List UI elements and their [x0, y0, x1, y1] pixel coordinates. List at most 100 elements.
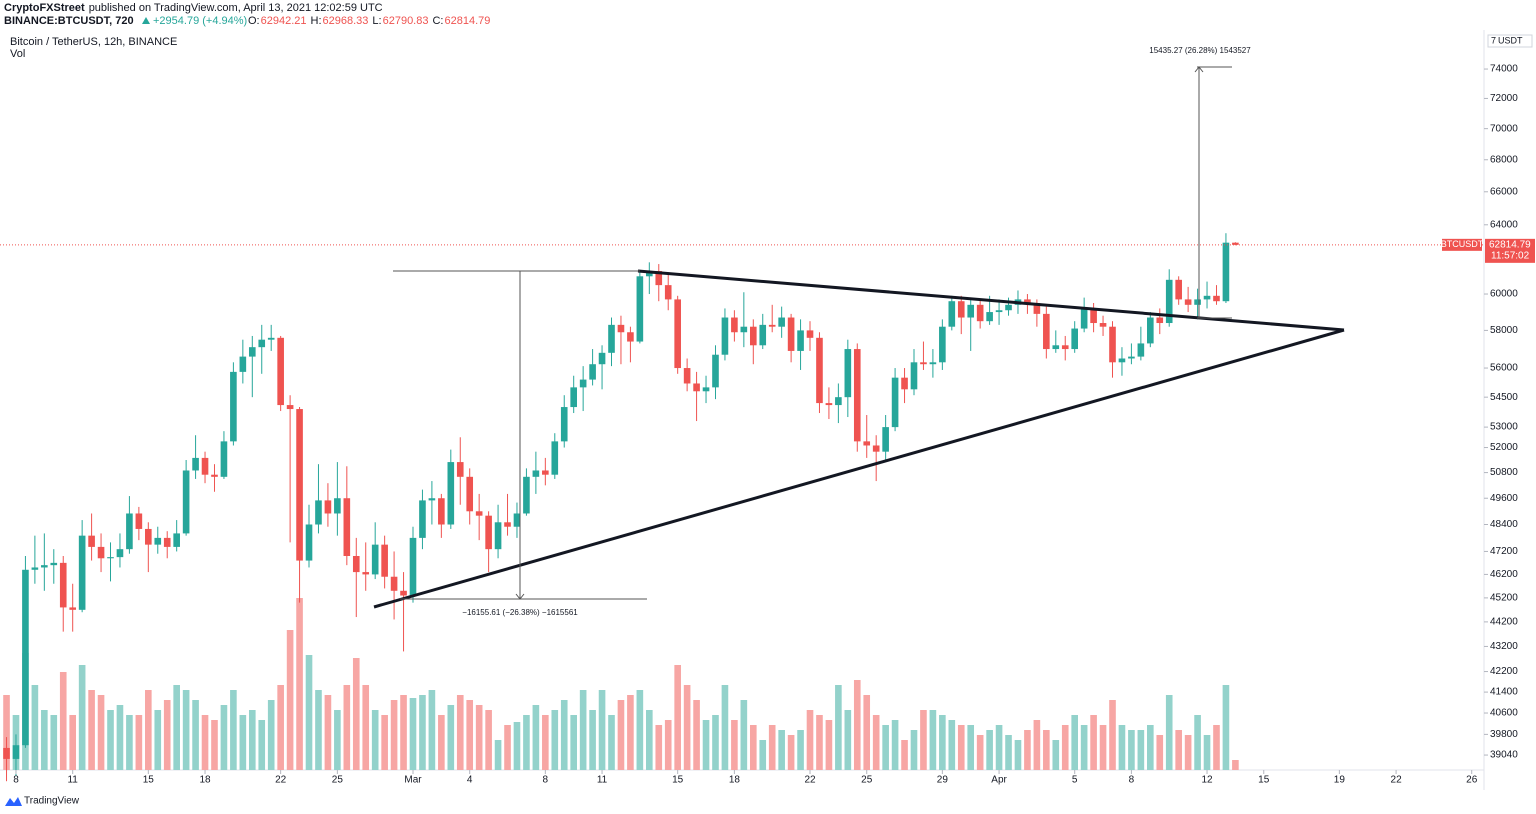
candle-body [1061, 345, 1069, 350]
candle-body [712, 354, 719, 388]
candle-body [721, 317, 729, 355]
volume-label: Vol [10, 48, 25, 60]
candle-body [872, 445, 880, 452]
volume-bar [88, 690, 95, 770]
candle-body [551, 441, 559, 475]
x-tick-label: 22 [804, 775, 816, 786]
ohlc: O: 62942.21 H: 62968.33 L: 62790.83 C: 62814.79 [248, 15, 490, 27]
volume-bar [513, 722, 521, 770]
volume-bar [702, 720, 710, 770]
volume-bar [305, 655, 313, 770]
candle-body [12, 745, 20, 759]
volume-bar [1203, 735, 1211, 770]
publisher: CryptoFXStreet [4, 2, 85, 14]
x-tick-label: 11 [597, 775, 608, 786]
candle-body [683, 368, 691, 384]
volume-bar [863, 695, 871, 770]
volume-bar [31, 685, 39, 770]
volume-bar [693, 700, 700, 770]
volume-bar [163, 700, 171, 770]
x-tick-label: 4 [467, 775, 473, 786]
volume-bar [598, 690, 606, 770]
volume-bar [173, 685, 180, 770]
candle-body [1052, 345, 1060, 350]
x-tick-label: 8 [1129, 775, 1135, 786]
candle-body [201, 457, 209, 475]
candle-body [797, 330, 804, 351]
candle-body [891, 377, 899, 428]
volume-bar [778, 730, 785, 770]
volume-bar [126, 715, 133, 770]
ohlc-label: O: [248, 15, 260, 27]
price-label: 62814.79 [1489, 239, 1531, 250]
volume-bar [220, 705, 228, 770]
candle-body [853, 349, 861, 442]
x-tick-label: Mar [404, 775, 422, 786]
volume-bar [1109, 700, 1116, 770]
candle-body [277, 337, 284, 406]
volume-bar [523, 715, 530, 770]
candle-body [41, 565, 48, 568]
candle-body [1071, 328, 1079, 350]
volume-bar [835, 685, 842, 770]
x-tick-label: 19 [1334, 775, 1346, 786]
candle-body [286, 405, 294, 410]
volume-bar [362, 685, 370, 770]
volume-bar [768, 725, 776, 770]
volume-bar [608, 715, 615, 770]
y-tick-label: 42200 [1490, 666, 1518, 677]
volume-bar [324, 695, 332, 770]
ohlc-value: 62942.21 [261, 15, 307, 27]
candle-body [627, 332, 634, 342]
candle-body [768, 324, 776, 327]
symbol: BINANCE:BTCUSDT, 720 [4, 15, 134, 27]
candle-body [1222, 242, 1230, 302]
candle-body [154, 537, 162, 545]
candle-body [1099, 323, 1107, 327]
candle-body [1090, 308, 1097, 324]
candle-body [920, 362, 927, 365]
candle-body [22, 569, 29, 746]
symbol-label: BTCUSDT [1441, 239, 1484, 249]
x-tick-label: 11 [67, 775, 78, 786]
volume-bar [542, 715, 549, 770]
volume-bar [589, 710, 596, 770]
candle-body [1175, 279, 1182, 300]
y-tick-label: 64000 [1490, 219, 1518, 230]
logo-icon [5, 797, 22, 806]
volume-bar [891, 720, 899, 770]
y-tick-label: 53000 [1490, 422, 1518, 433]
volume-bar [277, 685, 284, 770]
volume-bar [296, 598, 303, 770]
currency: USDT [1498, 35, 1523, 45]
volume-bar [939, 715, 946, 770]
volume-bar [343, 685, 351, 770]
candle-body [1232, 242, 1239, 245]
candle-body [702, 387, 710, 392]
candle-body [267, 337, 275, 340]
ohlc-value: 62968.33 [323, 15, 369, 27]
volume-bar [438, 715, 445, 770]
candle-body [78, 535, 86, 610]
volume-bar [570, 715, 578, 770]
candle-body [135, 513, 143, 529]
y-tick-label: 47200 [1490, 546, 1518, 557]
x-tick-label: 5 [1072, 775, 1078, 786]
volume-bar [182, 690, 190, 770]
candle-body [239, 356, 247, 372]
y-tick-label: 66000 [1490, 186, 1518, 197]
candle-body [59, 562, 67, 608]
y-tick-label: 48400 [1490, 519, 1518, 530]
volume-bar [428, 690, 436, 770]
volume-bar [1118, 725, 1126, 770]
y-tick-label: 72000 [1490, 93, 1518, 104]
candle-body [976, 304, 984, 322]
volume-bar [646, 710, 653, 770]
candle-body [570, 387, 578, 408]
volume-bar [239, 715, 247, 770]
volume-bar [1137, 730, 1145, 770]
candle-body [220, 441, 228, 477]
volume-bar [352, 658, 360, 770]
